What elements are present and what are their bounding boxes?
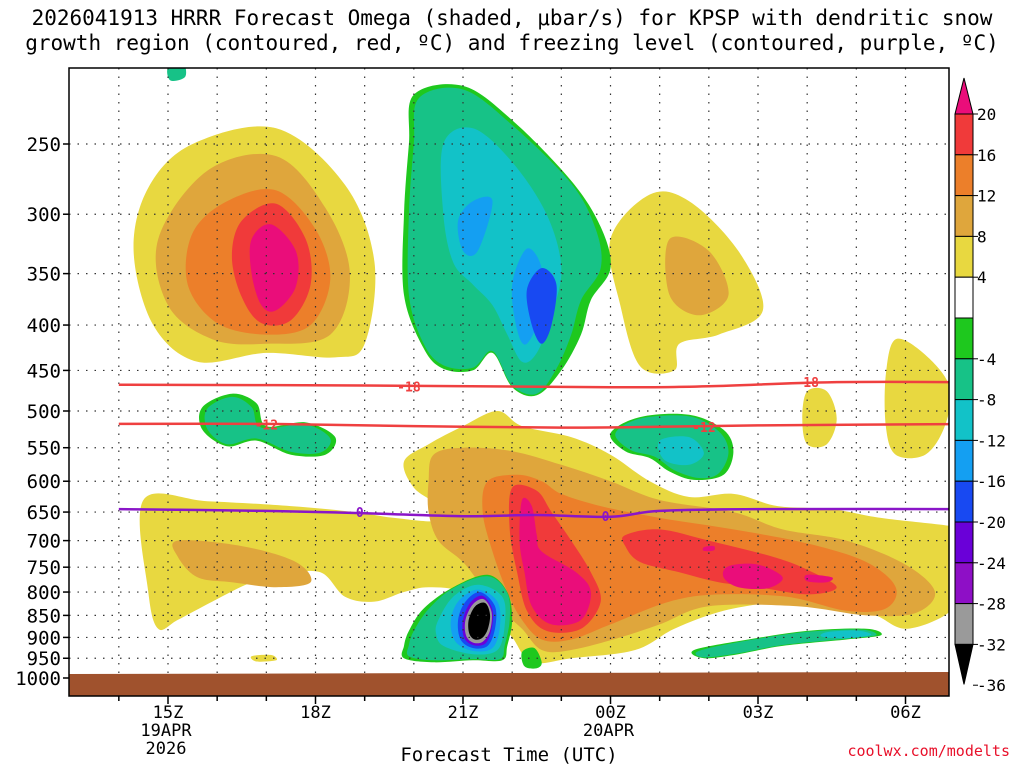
colorbar-box-1: [954, 113, 974, 156]
contour-labels: -18 -18 -12 -12 0 0: [255, 376, 819, 525]
ytick-label-350: 350: [27, 264, 61, 286]
colorbar-label-10: -24: [977, 554, 1006, 573]
ground-layer: [69, 672, 949, 696]
omega-region-neg36-38: [468, 602, 491, 640]
colorbar-arrow-bottom: [954, 643, 974, 685]
omega-region-neg4-44: [521, 647, 542, 669]
omega-region-20-29: [702, 545, 715, 552]
colorbar-label-6: -8: [977, 391, 996, 410]
colorbar-box-10: [954, 480, 974, 523]
ytick-label-400: 400: [27, 315, 61, 337]
colorbar-box-2: [954, 154, 974, 197]
colorbar-label-8: -16: [977, 472, 1006, 491]
x-axis-title: Forecast Time (UTC): [400, 744, 618, 766]
ytick-label-950: 950: [27, 648, 61, 670]
contour-label-0: -18: [397, 380, 421, 395]
ytick-label-850: 850: [27, 605, 61, 627]
contour-label-4: 0: [356, 506, 364, 521]
xtick-sublabel-20APR: 20APR: [583, 721, 635, 741]
omega-region-8-6: [665, 236, 729, 316]
colorbar-box-6: [954, 317, 974, 360]
ytick-label-750: 750: [27, 557, 61, 579]
chart-title-line2: growth region (contoured, red, ºC) and f…: [25, 31, 999, 55]
colorbar-label-2: 12: [977, 187, 996, 206]
xtick-sublabel-2026: 2026: [146, 739, 187, 759]
xtick-label-18Z: 18Z: [300, 703, 331, 723]
colorbar-box-5: [954, 276, 974, 319]
colorbar-label-9: -20: [977, 513, 1006, 532]
colorbar-box-8: [954, 399, 974, 441]
colorbar-box-11: [954, 521, 974, 564]
colorbar-label-11: -28: [977, 595, 1006, 614]
ytick-label-600: 600: [27, 471, 61, 493]
ytick-label-450: 450: [27, 360, 61, 382]
credit-link[interactable]: coolwx.com/modelts: [847, 742, 1010, 760]
colorbar-box-9: [954, 439, 974, 482]
ytick-label-800: 800: [27, 582, 61, 604]
omega-region-16-26: [622, 529, 837, 595]
omega-region-neg8-43: [167, 68, 187, 81]
ytick-label-1000: 1000: [15, 668, 61, 690]
omega-region-neg20-15: [526, 268, 557, 344]
colorbar-box-3: [954, 195, 974, 237]
colorbar-box-12: [954, 562, 974, 605]
omega-region-20-4: [249, 224, 299, 312]
omega-region-20-30: [804, 574, 833, 583]
colorbar-label-3: 8: [977, 227, 987, 246]
ytick-label-500: 500: [27, 401, 61, 423]
contour-label-2: -12: [255, 419, 278, 434]
colorbar-box-13: [954, 603, 974, 645]
ytick-label-900: 900: [27, 627, 61, 649]
xtick-sublabel-19APR: 19APR: [140, 721, 192, 741]
xtick-label-06Z: 06Z: [890, 703, 921, 723]
colorbar: 20 16 12 8 4 -4 -8 -12 -16 -20 -24 -28 -32 -36: [954, 77, 1006, 695]
chart-title-line1: 2026041913 HRRR Forecast Omega (shaded, …: [31, 6, 993, 30]
xtick-label-15Z: 15Z: [153, 703, 184, 723]
omega-region-neg12-41: [820, 630, 872, 639]
xtick-label-03Z: 03Z: [743, 703, 774, 723]
contour-label-5: 0: [602, 510, 610, 525]
colorbar-label-1: 16: [977, 146, 996, 165]
omega-region-neg16-13: [457, 196, 493, 256]
temperature-contours: [118, 380, 949, 519]
ytick-label-650: 650: [27, 502, 61, 524]
colorbar-label-5: -4: [977, 350, 996, 369]
colorbar-arrow-top: [954, 77, 974, 115]
ground-surface: [69, 672, 949, 696]
colorbar-label-0: 20: [977, 105, 996, 124]
colorbar-box-7: [954, 358, 974, 401]
ytick-label-250: 250: [27, 134, 61, 156]
ytick-label-700: 700: [27, 531, 61, 553]
xtick-label-21Z: 21Z: [448, 703, 479, 723]
contour-label-1: -18: [795, 376, 819, 391]
y-axis: 2503003504004505005506006507007508008509…: [15, 134, 69, 690]
colorbar-label-12: -32: [977, 635, 1006, 654]
colorbar-label-13: -36: [977, 676, 1006, 695]
omega-region-4-7: [884, 338, 949, 459]
omega-region-neg8-17: [204, 396, 331, 454]
ytick-label-550: 550: [27, 438, 61, 460]
omega-region-4-8: [802, 387, 837, 448]
contour-dgz-bottom: [118, 422, 949, 429]
omega-region-4-42: [250, 654, 278, 662]
omega-region-20-28: [722, 563, 783, 590]
contour-freezing-level: [118, 507, 949, 519]
colorbar-label-4: 4: [977, 268, 987, 287]
xtick-label-00Z: 00Z: [595, 703, 626, 723]
omega-region-neg12-20: [658, 436, 704, 466]
omega-region-8-22: [172, 540, 312, 588]
ytick-label-300: 300: [27, 204, 61, 226]
plot-frame: [68, 67, 950, 697]
colorbar-label-7: -12: [977, 431, 1006, 450]
contour-label-3: -12: [692, 421, 715, 436]
omega-region-20-27: [519, 497, 591, 626]
colorbar-box-4: [954, 235, 974, 278]
contour-dgz-top: [118, 380, 949, 389]
